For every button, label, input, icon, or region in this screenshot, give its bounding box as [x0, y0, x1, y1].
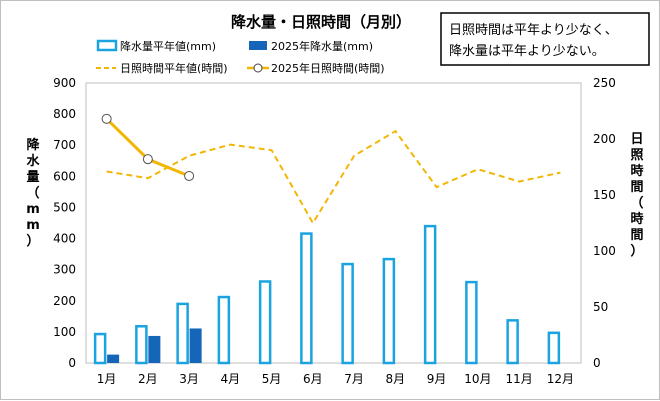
right-axis-label: 日照時間（時間） [630, 132, 643, 259]
normal-precip-bar [341, 262, 354, 365]
left-tick-label: 800 [53, 107, 76, 121]
axis-label-char: （ [26, 185, 39, 201]
left-tick-label: 500 [53, 200, 76, 214]
legend-label-normal-sunshine: 日照時間平年値(時間) [120, 61, 228, 75]
legend: 降水量平年値(mm) 2025年降水量(mm) 日照時間平年値(時間) 2025… [96, 39, 385, 75]
legend-item-2025-precip: 2025年降水量(mm) [249, 39, 373, 53]
normal-precip-bar [547, 331, 561, 365]
x-tick-label: 10月 [464, 372, 491, 386]
left-tick-label: 300 [53, 263, 76, 277]
annotation-line-2: 降水量は平年より少ない。 [449, 44, 605, 59]
legend-item-normal-precip: 降水量平年値(mm) [96, 39, 216, 53]
precip-2025-bar [148, 335, 161, 363]
right-tick-label: 200 [593, 132, 616, 146]
x-tick-label: 3月 [179, 372, 199, 386]
x-tick-label: 5月 [262, 372, 282, 386]
axis-label-char: ） [26, 233, 39, 249]
right-tick-label: 50 [593, 300, 608, 314]
legend-item-normal-sunshine: 日照時間平年値(時間) [96, 61, 228, 75]
normal-sunshine-line [106, 129, 561, 225]
axis-label-char: 照 [630, 148, 643, 163]
right-tick-label: 0 [593, 356, 601, 370]
sunshine-2025-point [184, 170, 195, 181]
normal-precip-bar [93, 332, 107, 365]
axis-label-char: 時 [630, 211, 643, 227]
normal-precip-bar [258, 280, 272, 365]
normal-precip-bar [423, 224, 437, 365]
normal-precip-bar [465, 280, 478, 365]
left-axis-label: 降水量（mm） [26, 137, 40, 249]
axis-label-char: 降 [26, 137, 40, 153]
left-tick-label: 700 [53, 138, 76, 152]
left-tick-label: 900 [53, 76, 76, 90]
x-tick-label: 6月 [303, 372, 323, 386]
normal-precip-bar [506, 319, 519, 365]
legend-item-2025-sunshine: 2025年日照時間(時間) [247, 61, 385, 75]
legend-label-2025-sunshine: 2025年日照時間(時間) [271, 61, 385, 75]
legend-label-normal-precip: 降水量平年値(mm) [120, 39, 216, 53]
x-tick-label: 4月 [221, 372, 241, 386]
sunshine-2025-point [142, 154, 153, 165]
x-tick-label: 11月 [505, 372, 532, 386]
left-tick-label: 100 [53, 325, 76, 339]
axis-label-char: 間 [630, 180, 643, 195]
normal-precip-bar [300, 232, 313, 365]
left-tick-label: 400 [53, 232, 76, 246]
annotation-line-1: 日照時間は平年より少なく、 [449, 23, 618, 38]
axis-label-char: 日 [630, 132, 643, 147]
precip-2025-bar [107, 354, 120, 363]
x-tick-label: 8月 [386, 372, 406, 386]
right-tick-label: 250 [593, 76, 616, 90]
legend-label-2025-precip: 2025年降水量(mm) [271, 39, 373, 53]
normal-precip-bar [135, 325, 148, 365]
sunshine-2025-line [105, 117, 190, 178]
annotation-box: 日照時間は平年より少なく、 降水量は平年より少ない。 [440, 12, 650, 66]
axis-label-char: 間 [630, 228, 643, 243]
left-tick-label: 200 [53, 294, 76, 308]
left-tick-label: 600 [53, 169, 76, 183]
sunshine-2025-point [101, 113, 112, 124]
left-tick-label: 0 [68, 356, 76, 370]
normal-precip-bar [382, 257, 396, 365]
axis-label-char: 時 [630, 163, 643, 179]
x-tick-label: 1月 [97, 372, 117, 386]
right-tick-label: 150 [593, 188, 616, 202]
x-tick-label: 12月 [547, 372, 574, 386]
x-tick-label: 7月 [344, 372, 364, 386]
right-tick-label: 100 [593, 244, 616, 258]
plot-area [85, 82, 582, 364]
normal-precip-bar [176, 302, 189, 365]
chart-title: 降水量・日照時間（月別） [231, 13, 411, 31]
x-tick-label: 2月 [138, 372, 158, 386]
axis-label-char: m [26, 202, 40, 217]
normal-precip-bar [217, 295, 231, 365]
precip-2025-bar [189, 328, 202, 363]
axis-label-char: m [26, 218, 40, 233]
axis-label-char: ） [630, 243, 643, 259]
x-tick-label: 9月 [427, 372, 447, 386]
axis-label-char: （ [630, 195, 643, 211]
axis-label-char: 水 [26, 153, 40, 169]
axis-label-char: 量 [26, 170, 39, 185]
